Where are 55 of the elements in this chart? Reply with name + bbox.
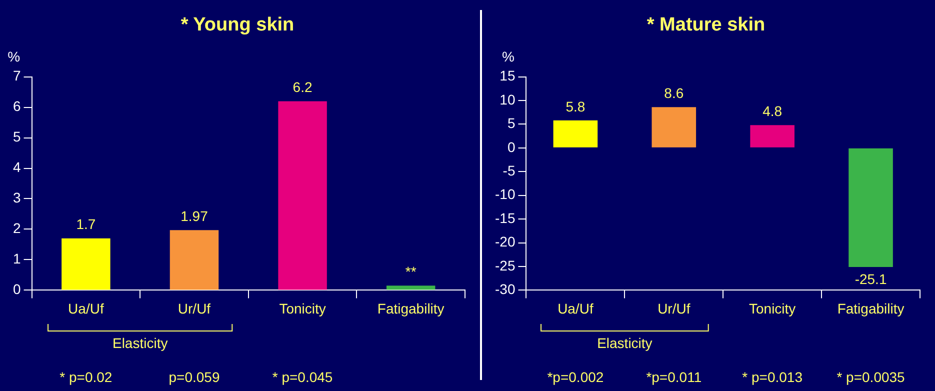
x-tick-label: Ua/Uf [558, 300, 594, 316]
data-label: 1.97 [180, 208, 208, 224]
x-tick-label: Fatigability [837, 300, 904, 316]
data-label: 1.7 [76, 216, 96, 232]
y-tick-label: -30 [495, 281, 516, 298]
text: *p=0.002 [547, 368, 604, 385]
data-label: 8.6 [664, 85, 684, 102]
y-axis-title: % [502, 48, 514, 65]
y-tick-label: -5 [502, 162, 516, 179]
y-tick-label: 2 [12, 220, 21, 236]
x-tick-label: Tonicity [748, 300, 796, 316]
text: *p=0.011 [646, 368, 702, 385]
y-tick-label: -20 [495, 234, 516, 250]
y-tick-label: 15 [500, 68, 516, 84]
data-label: 5.8 [566, 98, 586, 114]
bar [848, 148, 893, 267]
y-tick-label: -10 [495, 186, 516, 202]
y-tick-label: -15 [495, 210, 516, 226]
y-tick-label: 7 [12, 68, 21, 84]
x-tick-label: Tonicity [279, 300, 326, 316]
text: * p=0.0035 [836, 368, 906, 385]
y-tick-label: 10 [500, 91, 516, 108]
y-tick-label: 0 [507, 138, 516, 155]
text: * p=0.013 [742, 368, 803, 385]
text: p=0.059 [168, 368, 220, 385]
y-tick-label: 3 [12, 190, 21, 206]
data-label: 6.2 [292, 79, 312, 96]
text: * p=0.02 [60, 368, 112, 385]
bar [750, 125, 794, 148]
chart-title: * Young skin [180, 14, 294, 36]
y-tick-label: 1 [12, 250, 21, 267]
text: * p=0.045 [272, 368, 333, 385]
y-tick-label: 4 [12, 159, 21, 176]
data-label: 4.8 [762, 103, 782, 120]
y-axis-title: % [8, 48, 20, 65]
bar [278, 101, 327, 290]
bar [386, 286, 436, 290]
y-tick-label: 0 [12, 281, 21, 298]
data-label: ** [405, 263, 417, 280]
y-tick-label: 6 [12, 98, 21, 114]
y-tick-label: 5 [507, 115, 516, 132]
y-tick-label: 5 [12, 128, 21, 145]
bar [652, 107, 696, 148]
x-tick-label: Fatigability [377, 300, 444, 316]
text: Elasticity [112, 334, 168, 351]
bar [170, 230, 219, 290]
chart-title: * Mature skin [646, 14, 766, 36]
x-tick-label: Ur/Uf [178, 300, 211, 316]
bar [62, 238, 110, 290]
text: Elasticity [597, 334, 652, 351]
y-tick-label: -25 [495, 257, 516, 274]
x-tick-label: Ur/Uf [658, 300, 690, 316]
bar [553, 120, 598, 148]
data-label: -25.1 [854, 270, 887, 287]
x-tick-label: Ua/Uf [68, 300, 104, 316]
